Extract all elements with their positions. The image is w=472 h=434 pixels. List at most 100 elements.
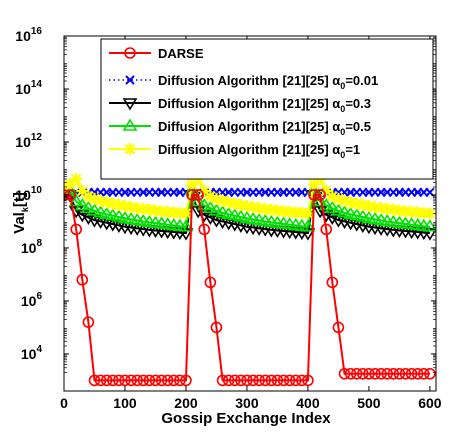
data-point <box>424 367 436 380</box>
data-point <box>178 219 194 232</box>
legend-label: Diffusion Algorithm [21][25] α0=0.5 <box>158 119 371 137</box>
data-point <box>204 276 217 289</box>
y-axis-label: Valk[t] <box>11 192 30 234</box>
x-axis-label: Gossip Exchange Index <box>161 410 331 427</box>
data-point <box>326 276 339 289</box>
x-tick-label: 200 <box>174 395 198 411</box>
data-point <box>137 374 150 387</box>
legend-label: Diffusion Algorithm [21][25] α0=0.01 <box>158 73 378 91</box>
y-tick-label: 108 <box>21 238 43 256</box>
data-point <box>93 205 109 218</box>
data-point <box>399 205 412 218</box>
data-point <box>118 200 131 213</box>
data-point <box>387 203 400 216</box>
data-point <box>119 374 131 387</box>
data-point <box>350 197 363 210</box>
data-point <box>283 205 296 218</box>
data-point <box>112 199 125 212</box>
data-point <box>308 189 320 201</box>
data-point <box>362 200 375 213</box>
data-point <box>387 367 400 380</box>
y-tick-label: 1012 <box>15 132 42 150</box>
data-point <box>259 202 272 215</box>
data-point <box>70 223 82 236</box>
data-point <box>198 184 211 197</box>
data-point <box>422 219 436 232</box>
data-point <box>76 184 89 197</box>
data-point <box>216 374 229 387</box>
data-point <box>202 200 218 214</box>
data-point <box>94 194 107 207</box>
data-point <box>94 374 107 387</box>
data-point <box>296 374 308 387</box>
legend-label: Diffusion Algorithm [21][25] α0=0.3 <box>158 96 371 114</box>
data-point <box>167 206 180 219</box>
data-point <box>320 223 333 236</box>
data-point <box>332 192 345 205</box>
data-point <box>74 197 90 211</box>
data-point <box>204 190 217 203</box>
data-point <box>180 374 192 387</box>
legend-box <box>100 38 434 180</box>
data-point <box>113 374 125 387</box>
data-point <box>375 202 388 215</box>
legend-marker <box>125 75 135 85</box>
data-point <box>300 219 316 232</box>
data-point <box>82 190 95 203</box>
data-point <box>312 194 328 207</box>
data-point <box>344 196 357 209</box>
data-point <box>271 204 284 217</box>
data-point <box>326 190 339 203</box>
data-point <box>423 207 436 220</box>
data-point <box>222 374 235 387</box>
y-tick-label: 104 <box>21 344 43 362</box>
legend-entry: DARSE <box>109 46 204 61</box>
data-point <box>228 374 241 387</box>
data-point <box>344 367 357 380</box>
data-point <box>289 374 302 387</box>
data-point <box>131 374 143 387</box>
data-point <box>393 204 406 217</box>
y-tick-label: 106 <box>21 291 43 309</box>
series-line <box>64 191 430 235</box>
data-point <box>253 374 265 387</box>
x-tick-label: 500 <box>357 395 381 411</box>
data-point <box>247 201 260 214</box>
x-tick-label: 300 <box>235 395 259 411</box>
data-point <box>196 197 212 211</box>
data-point <box>277 205 290 218</box>
data-point <box>259 374 272 387</box>
series-line <box>64 193 430 382</box>
legend-label: DARSE <box>158 46 204 61</box>
data-point <box>106 374 119 387</box>
data-point <box>241 374 253 387</box>
plot-area <box>64 173 436 387</box>
legend-marker <box>122 118 138 131</box>
legend-label: Diffusion Algorithm [21][25] α0=1 <box>158 142 360 160</box>
data-point <box>357 367 369 380</box>
data-point <box>149 204 162 217</box>
data-point <box>369 201 382 214</box>
data-point <box>271 374 284 387</box>
data-point <box>247 374 259 387</box>
data-point <box>265 374 278 387</box>
legend: DARSE Diffusion Algorithm [21][25] α0=0.0… <box>100 38 434 180</box>
y-tick-label: 1010 <box>15 185 42 203</box>
data-point <box>143 374 156 387</box>
legend-marker <box>122 98 138 111</box>
data-point <box>240 200 253 213</box>
data-point <box>331 203 346 216</box>
data-point <box>68 194 84 207</box>
data-point <box>302 374 314 387</box>
data-point <box>283 374 296 387</box>
data-point <box>314 189 326 201</box>
series-0 <box>64 189 436 387</box>
data-point <box>381 367 394 380</box>
data-point <box>253 202 266 215</box>
series-line <box>64 186 430 228</box>
data-point <box>210 192 223 205</box>
data-point <box>80 200 96 214</box>
data-point <box>295 206 308 219</box>
data-point <box>100 196 113 209</box>
